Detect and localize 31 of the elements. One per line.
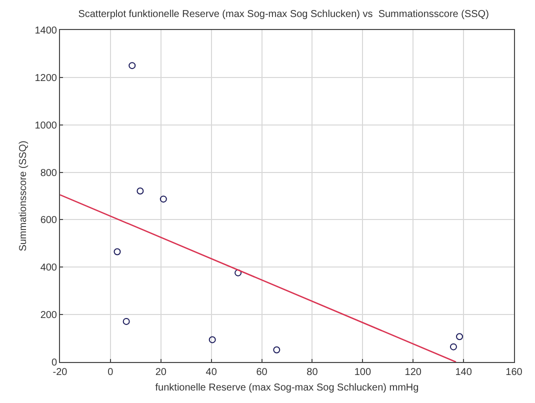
x-tick-label: 80 xyxy=(306,367,318,378)
point xyxy=(114,248,121,256)
y-tick-label: 400 xyxy=(40,262,58,274)
x-tick-label: 160 xyxy=(506,367,523,378)
y-tick-label: 800 xyxy=(40,168,58,179)
x-tick-label: 100 xyxy=(354,367,372,378)
x-tick-label: 20 xyxy=(155,367,167,378)
point xyxy=(456,333,464,340)
x-tick-label: 40 xyxy=(206,367,218,378)
point xyxy=(128,62,136,70)
x-tick-label: -20 xyxy=(52,367,68,378)
x-tick-label: 60 xyxy=(256,367,268,378)
point xyxy=(273,346,280,354)
point xyxy=(160,196,167,203)
x-tick-label: 0 xyxy=(108,367,114,378)
x-tick-label: 140 xyxy=(455,367,472,378)
y-tick-label: 200 xyxy=(40,310,58,322)
y-tick-label: 1200 xyxy=(34,72,58,84)
chart-title: Scatterplot funktionelle Reserve (max Sog-max Sog Schlucken) vs Summationsscore (SSQ) xyxy=(78,9,489,20)
x-axis-title: funktionelle Reserve (max Sog-max Sog Schlucken) mmHg xyxy=(155,382,419,394)
point xyxy=(234,269,242,276)
y-axis-title: Summationsscore (SSQ) xyxy=(18,140,29,252)
y-tick-label: 0 xyxy=(51,358,58,368)
point xyxy=(122,318,130,325)
y-tick-label: 1400 xyxy=(34,26,58,36)
y-tick-label: 1000 xyxy=(34,120,58,132)
point xyxy=(208,336,216,344)
point xyxy=(450,343,457,350)
point xyxy=(136,188,144,195)
y-tick-label: 600 xyxy=(40,215,58,226)
x-tick-label: 120 xyxy=(404,367,422,378)
